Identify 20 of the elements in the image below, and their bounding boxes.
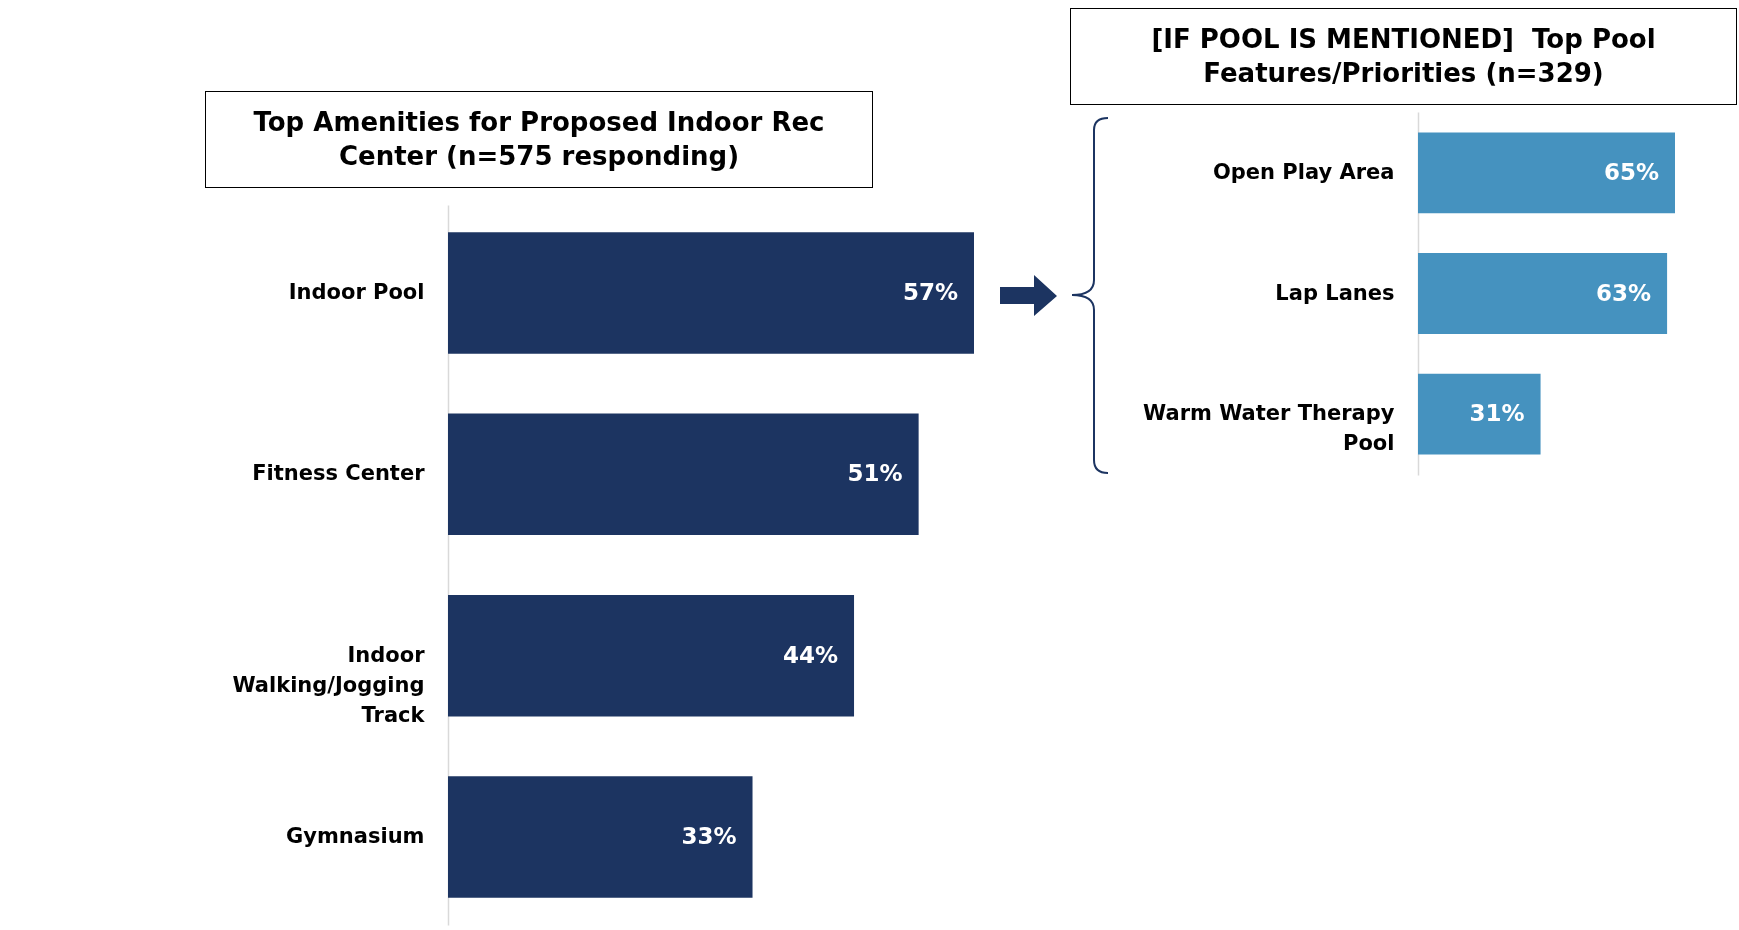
y-tick-label: Warm Water Therapy Pool <box>1143 401 1395 456</box>
y-tick-label: Lap Lanes <box>1275 280 1395 305</box>
bar <box>448 594 855 717</box>
data-label: 33% <box>681 823 737 850</box>
data-label: 63% <box>1596 279 1652 306</box>
y-tick-label: Indoor Walking/Jogging Track <box>232 642 426 727</box>
data-label: 65% <box>1603 158 1659 185</box>
y-tick-label: Fitness Center <box>252 461 426 486</box>
chart-title: Top Amenities for Proposed Indoor Rec Center (n=575 responding) <box>205 91 873 188</box>
y-tick-label: Gymnasium <box>286 824 425 849</box>
y-tick-label: Open Play Area <box>1212 159 1395 184</box>
data-label: 51% <box>847 460 903 487</box>
data-label: 44% <box>782 641 839 668</box>
data-label: 31% <box>1469 400 1525 427</box>
bar <box>448 776 753 898</box>
bar <box>448 232 974 354</box>
bar <box>448 413 919 536</box>
data-label: 57% <box>902 278 958 305</box>
chart-title: [IF POOL IS MENTIONED] Top Pool Features/Priorities (n=329) <box>1070 8 1737 105</box>
y-tick-label: Indoor Pool <box>288 279 425 304</box>
